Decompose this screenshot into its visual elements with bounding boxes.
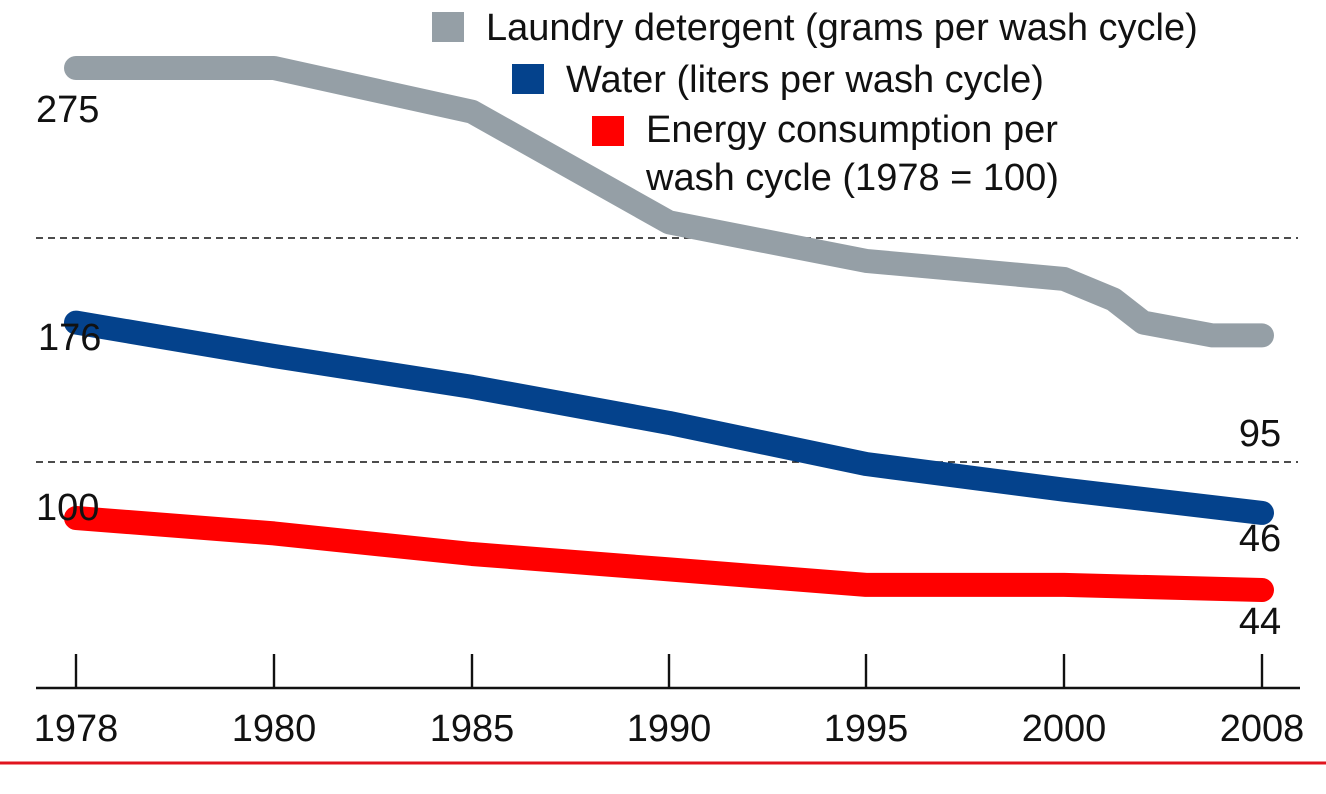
x-tick-label: 1995	[824, 708, 909, 750]
series-lines	[64, 56, 1274, 602]
start-label-energy: 100	[36, 487, 99, 529]
end-label-energy: 44	[1239, 601, 1281, 643]
data-labels: 275 95 176 46 100 44	[36, 89, 1281, 643]
x-tick-label: 2000	[1022, 708, 1107, 750]
x-tick-label: 1985	[430, 708, 515, 750]
end-label-detergent: 95	[1239, 413, 1281, 455]
legend-label-water: Water (liters per wash cycle)	[566, 59, 1044, 101]
gridlines	[36, 237, 1298, 463]
legend-swatch-detergent	[432, 12, 464, 42]
x-tick-label: 1978	[34, 708, 119, 750]
end-label-water: 46	[1239, 518, 1281, 560]
start-label-water: 176	[38, 317, 101, 359]
legend-label-energy: Energy consumption per wash cycle (1978 =…	[645, 109, 1059, 199]
series-line-water	[64, 310, 1274, 525]
series-line-energy	[64, 506, 1274, 602]
x-tick-label: 1980	[232, 708, 317, 750]
legend: Laundry detergent (grams per wash cycle)…	[432, 7, 1198, 199]
series-line-detergent	[64, 56, 1274, 348]
legend-swatch-water	[512, 64, 544, 94]
x-tick-label: 2008	[1220, 708, 1305, 750]
legend-label-detergent: Laundry detergent (grams per wash cycle)	[486, 7, 1198, 49]
x-axis: 1978 1980 1985 1990 1995 2000 2008	[34, 654, 1305, 750]
start-label-detergent: 275	[36, 89, 99, 131]
x-tick-label: 1990	[627, 708, 712, 750]
legend-swatch-energy	[592, 116, 624, 146]
